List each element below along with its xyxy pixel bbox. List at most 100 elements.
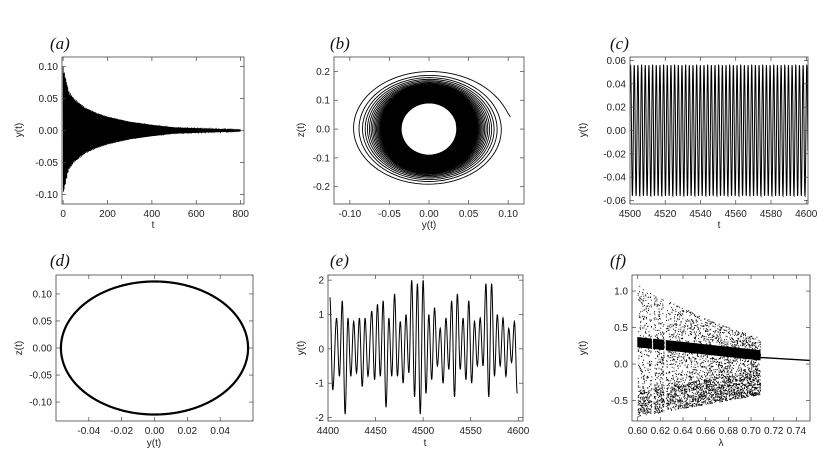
x-axis-label: y(t) [147,438,161,449]
x-tick-label: 4540 [689,209,712,220]
periodic-band [637,337,761,361]
y-tick-label: 0.10 [33,289,53,300]
plot-area [353,71,511,185]
y-tick-label: 0.5 [614,323,628,334]
y-tick-label: -0.04 [603,173,626,184]
panel-label: (b) [330,34,350,53]
y-axis-label: z(t) [14,341,25,355]
x-tick-label: 0.00 [145,426,165,437]
plot-area [59,280,250,416]
y-tick-label: 0.10 [39,62,59,73]
x-tick-label: 0.72 [764,426,784,437]
x-tick-label: 0.62 [651,426,671,437]
plot-frame [327,274,524,422]
y-tick-label: 0.04 [607,79,627,90]
y-tick-label: -0.05 [35,158,58,169]
x-tick-label: 4560 [725,209,748,220]
y-tick-label: -0.10 [29,398,52,409]
y-tick-label: 2 [318,276,324,287]
y-tick-label: 0.05 [33,316,53,327]
x-tick-label: -0.05 [378,209,401,220]
y-tick-label: 0.00 [607,126,627,137]
x-tick-label: 0.70 [741,426,761,437]
panel-label: (a) [50,34,70,53]
y-tick-label: 0.00 [39,126,59,137]
x-tick-label: 0.05 [459,209,479,220]
x-tick-label: 4450 [364,426,387,437]
x-tick-label: 0.66 [696,426,716,437]
plot-frame [55,274,254,422]
y-tick-label: 0.05 [39,94,59,105]
x-axis-label: y(t) [422,220,436,231]
limit-cycle-line [59,280,250,416]
plot-area [62,66,242,192]
panel-label: (f) [610,251,626,270]
y-axis-label: y(t) [14,123,25,137]
y-axis-label: y(t) [296,341,307,355]
panel-label: (c) [610,34,629,53]
fixed-point-line [760,356,810,362]
y-axis-label: y(t) [578,123,589,137]
series-line [329,280,518,415]
y-tick-label: -0.02 [603,149,626,160]
y-tick-label: 1 [318,310,324,321]
x-axis-label: t [152,220,155,231]
x-tick-label: 0.74 [787,426,807,437]
x-tick-label: 400 [144,209,161,220]
y-tick-label: -0.06 [603,196,626,207]
x-tick-label: 600 [188,209,205,220]
y-axis-label: z(t) [296,123,307,137]
x-tick-label: 800 [232,209,249,220]
plot-area [329,280,518,415]
x-axis-label: λ [719,438,724,449]
plot-area [630,64,808,198]
panel-c: 4500 4520 4540 4560 4580 4600 -0.06 -0.04 -0.02 0… [578,34,818,231]
x-axis-label: t [424,438,427,449]
x-tick-label: 0.10 [498,209,518,220]
panel-a: 0 200 400 600 800 -0.10 -0.05 0.00 0.05 0.10 t y(t)… [14,34,249,231]
series-line [630,64,808,198]
y-tick-label: -2 [315,413,324,424]
plot-area [637,285,810,418]
plot-frame [631,274,811,422]
x-tick-label: 4400 [317,426,340,437]
panel-d: -0.04 -0.02 0.00 0.02 0.04 -0.10 -0.05 0.00 0.05… [14,251,254,449]
x-tick-label: 4600 [507,426,530,437]
panel-f: 0.60 0.62 0.64 0.66 0.68 0.70 0.72 0.74 -0.5 0.0 0… [578,251,811,449]
panel-label: (e) [330,251,349,270]
x-tick-label: 0 [60,209,66,220]
y-axis-label: y(t) [578,341,589,355]
x-tick-label: 0.68 [719,426,739,437]
x-tick-label: 4550 [460,426,483,437]
panel-label: (d) [50,251,70,270]
x-tick-label: 4580 [760,209,783,220]
x-tick-label: 4600 [795,209,818,220]
x-tick-label: 0.60 [628,426,648,437]
y-tick-label: 0.06 [607,56,627,67]
x-tick-label: 0.64 [673,426,693,437]
x-axis-label: t [718,220,721,231]
trajectory-line [353,71,511,185]
x-tick-label: -0.10 [338,209,361,220]
y-tick-label: 0.02 [607,103,627,114]
x-tick-label: 0.02 [178,426,198,437]
y-tick-label: 0 [318,344,324,355]
y-tick-label: -0.2 [313,182,331,193]
x-tick-label: 200 [99,209,116,220]
y-tick-label: 0.2 [316,67,330,78]
y-tick-label: -0.10 [35,190,58,201]
panel-b: -0.10 -0.05 0.00 0.05 0.10 -0.2 -0.1 0.0 0.1 0.2 y… [296,34,525,231]
x-tick-label: -0.04 [77,426,100,437]
panel-e: 4400 4450 4500 4550 4600 -2 -1 0 1 2 t y(t) (e) [296,251,530,449]
y-tick-label: 0.00 [33,344,53,355]
y-tick-label: -1 [315,379,324,390]
y-tick-label: 0.0 [614,360,628,371]
y-tick-label: -0.05 [29,371,52,382]
x-tick-label: 0.00 [419,209,439,220]
y-tick-label: 0.1 [316,96,330,107]
x-tick-label: 4500 [412,426,435,437]
series-line [62,66,242,192]
y-tick-label: -0.5 [611,396,629,407]
bifurcation-points [637,285,761,418]
